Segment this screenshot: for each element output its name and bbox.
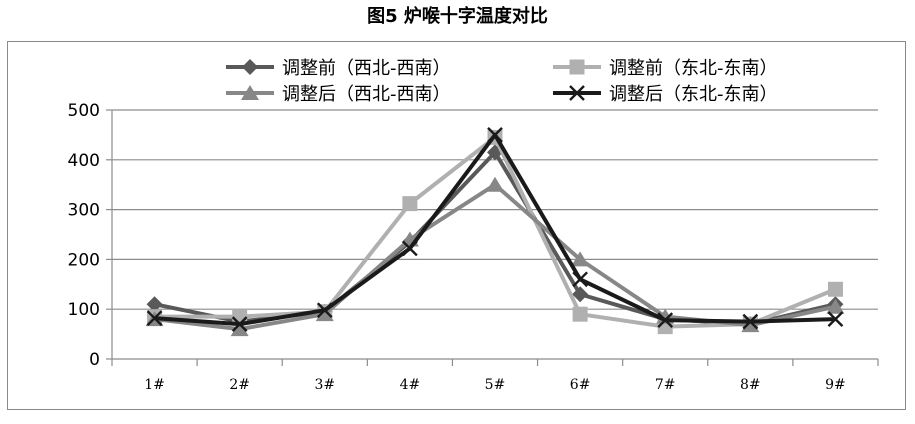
legend-label: 调整后（西北-西南）: [282, 84, 451, 105]
data-point: [487, 127, 503, 143]
legend-entry: 调整前（东北-东南）: [553, 58, 778, 79]
data-point: [230, 321, 249, 337]
x-tick-label: 6#: [570, 377, 591, 393]
data-point: [146, 310, 163, 327]
data-point: [486, 176, 504, 192]
data-point: [316, 302, 333, 319]
legend-marker: [242, 59, 258, 75]
y-tick-label: 500: [68, 101, 100, 121]
x-tick-label: 7#: [655, 377, 676, 393]
y-tick-label: 100: [68, 300, 100, 320]
data-point: [572, 286, 589, 303]
x-tick-label: 3#: [314, 377, 335, 393]
chart-frame: [7, 41, 906, 410]
data-point: [572, 271, 588, 288]
legend-marker: [569, 59, 585, 75]
data-point: [315, 306, 334, 322]
x-tick-label: 1#: [144, 377, 165, 393]
legend-marker: [569, 85, 585, 101]
series-1: [146, 144, 844, 333]
data-point: [571, 251, 590, 267]
chart-title: 图5 炉喉十字温度对比: [367, 6, 548, 27]
series-layer: [145, 127, 845, 337]
series-4: [146, 127, 844, 332]
data-point: [826, 298, 845, 314]
series-3: [145, 176, 845, 337]
legend-entry: 调整后（东北-东南）: [553, 84, 778, 105]
y-tick-label: 0: [89, 350, 100, 370]
legend: 调整前（西北-西南） 调整前（东北-东南） 调整后（西北-西南） 调整后（东北-东南）: [226, 58, 778, 105]
x-tick-label: 9#: [825, 377, 846, 393]
data-point: [146, 296, 163, 313]
series-2: [147, 129, 843, 335]
legend-label: 调整前（西北-西南）: [282, 58, 451, 79]
data-point: [402, 196, 418, 212]
y-tick-label: 200: [68, 250, 100, 270]
x-tick-label: 2#: [229, 377, 250, 393]
data-point: [402, 240, 418, 257]
legend-entry: 调整后（西北-西南）: [226, 84, 451, 105]
data-point: [572, 306, 588, 322]
series-line: [154, 132, 836, 327]
legend-label: 调整后（东北-东南）: [609, 84, 778, 105]
data-point: [741, 317, 760, 333]
legend-marker: [241, 85, 259, 100]
data-point: [827, 281, 843, 297]
x-tick-label: 4#: [400, 377, 421, 393]
data-point: [742, 313, 759, 330]
legend-label: 调整前（东北-东南）: [609, 58, 778, 79]
x-tick-label: 8#: [740, 377, 761, 393]
data-point: [231, 316, 248, 332]
y-tick-label: 300: [68, 201, 100, 221]
y-tick-label: 400: [68, 151, 100, 171]
series-line: [154, 135, 837, 329]
x-tick-label: 5#: [485, 377, 506, 393]
data-point: [657, 312, 674, 329]
series-line: [154, 182, 836, 332]
axis-layer: 0 100 200 300 400 500 1# 2# 3# 4# 5# 6# 7# 8# 9#: [68, 101, 879, 393]
legend-entry: 调整前（西北-西南）: [226, 58, 451, 79]
data-point: [827, 311, 844, 328]
